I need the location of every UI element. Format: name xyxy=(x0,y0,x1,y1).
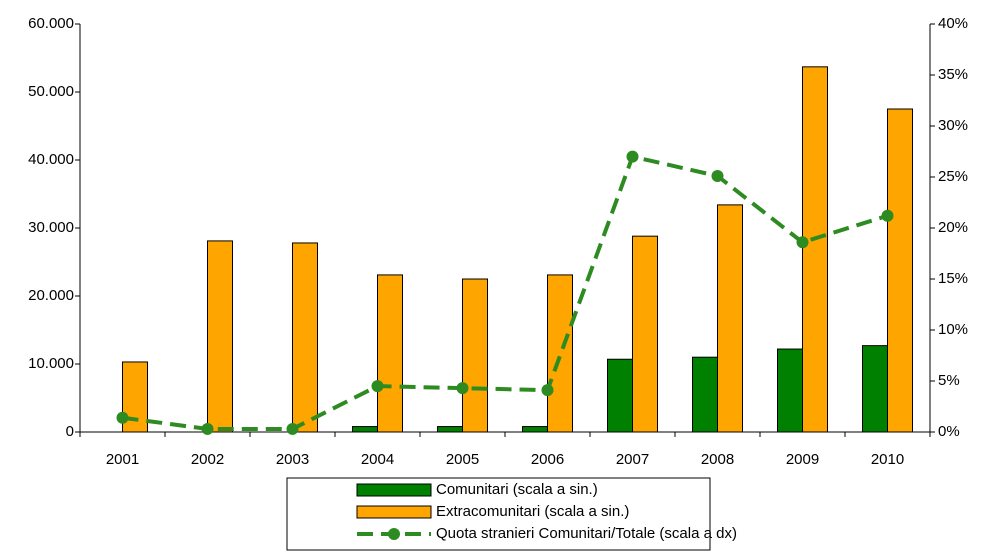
legend-label: Comunitari (scala a sin.) xyxy=(436,481,598,498)
line-marker xyxy=(881,209,894,222)
x-tick-label: 2004 xyxy=(361,451,394,468)
y2-tick-label: 40% xyxy=(938,15,968,32)
x-tick-label: 2002 xyxy=(191,451,224,468)
line xyxy=(122,154,889,431)
line-marker xyxy=(371,380,384,393)
y-tick-label: 60.000 xyxy=(28,15,74,32)
bar xyxy=(717,204,743,433)
bar xyxy=(437,426,463,433)
y-tick-label: 50.000 xyxy=(28,83,74,100)
y2-tick-label: 20% xyxy=(938,219,968,236)
line-marker xyxy=(541,384,554,397)
y2-tick-label: 5% xyxy=(938,372,960,389)
y2-tick-label: 25% xyxy=(938,168,968,185)
y-tick-label: 40.000 xyxy=(28,151,74,168)
bar xyxy=(207,240,233,433)
bar xyxy=(802,66,828,433)
bar xyxy=(352,426,378,433)
legend-label: Quota stranieri Comunitari/Totale (scala… xyxy=(436,525,737,542)
bar xyxy=(607,358,633,433)
x-tick-label: 2008 xyxy=(701,451,734,468)
line-marker xyxy=(456,382,469,395)
legend-swatch xyxy=(356,505,432,519)
bar xyxy=(632,235,658,433)
line-marker xyxy=(796,236,809,249)
bar xyxy=(862,345,888,433)
bar xyxy=(292,242,318,433)
bar xyxy=(522,426,548,433)
x-tick-label: 2009 xyxy=(786,451,819,468)
legend-label: Extracomunitari (scala a sin.) xyxy=(436,503,629,520)
bar xyxy=(777,348,803,433)
y2-tick-label: 30% xyxy=(938,117,968,134)
line-marker xyxy=(286,422,299,435)
bar xyxy=(547,274,573,433)
line-marker xyxy=(201,422,214,435)
x-tick-label: 2005 xyxy=(446,451,479,468)
bar xyxy=(377,274,403,433)
x-tick-label: 2003 xyxy=(276,451,309,468)
bar xyxy=(887,108,913,433)
line-marker xyxy=(116,411,129,424)
line-marker xyxy=(626,150,639,163)
y2-tick-label: 10% xyxy=(938,321,968,338)
y-tick-label: 10.000 xyxy=(28,355,74,372)
line-marker xyxy=(711,169,724,182)
y-tick-label: 30.000 xyxy=(28,219,74,236)
x-tick-label: 2001 xyxy=(106,451,139,468)
legend-marker xyxy=(388,528,400,540)
x-tick-label: 2010 xyxy=(871,451,904,468)
x-tick-label: 2007 xyxy=(616,451,649,468)
x-tick-label: 2006 xyxy=(531,451,564,468)
y-tick-label: 20.000 xyxy=(28,287,74,304)
y2-tick-label: 0% xyxy=(938,423,960,440)
legend-swatch xyxy=(356,483,432,497)
y2-tick-label: 15% xyxy=(938,270,968,287)
y2-tick-label: 35% xyxy=(938,66,968,83)
y-tick-label: 0 xyxy=(66,423,74,440)
bar xyxy=(462,278,488,433)
bar xyxy=(692,356,718,433)
